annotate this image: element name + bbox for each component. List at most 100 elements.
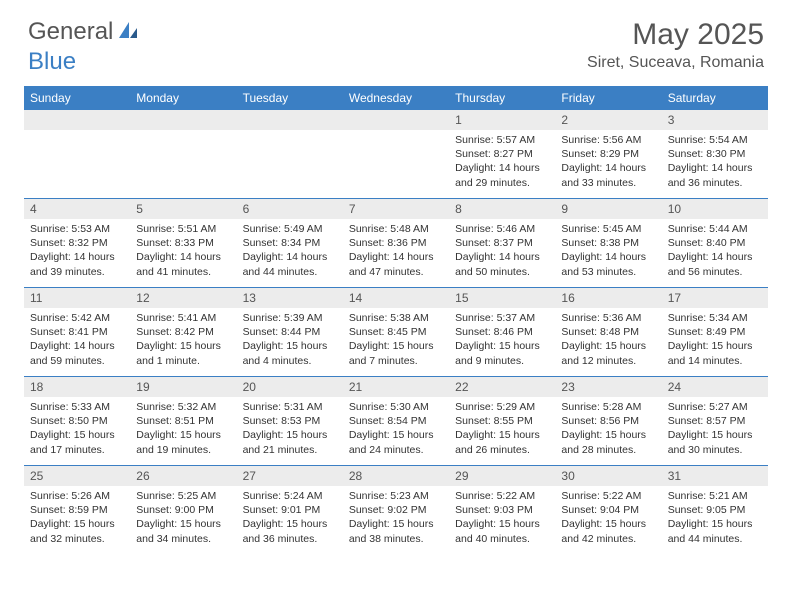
sunset-text: Sunset: 8:53 PM	[243, 414, 337, 428]
day-details: Sunrise: 5:33 AMSunset: 8:50 PMDaylight:…	[24, 397, 130, 461]
day-number: 14	[343, 288, 449, 308]
day-number	[237, 110, 343, 130]
day-cell: 7Sunrise: 5:48 AMSunset: 8:36 PMDaylight…	[343, 199, 449, 287]
sunset-text: Sunset: 9:02 PM	[349, 503, 443, 517]
dayhead-fri: Friday	[555, 86, 661, 110]
day-number: 29	[449, 466, 555, 486]
day-number: 26	[130, 466, 236, 486]
day-cell: 23Sunrise: 5:28 AMSunset: 8:56 PMDayligh…	[555, 377, 661, 465]
dayhead-sat: Saturday	[662, 86, 768, 110]
calendar: Sunday Monday Tuesday Wednesday Thursday…	[24, 86, 768, 554]
day-details: Sunrise: 5:28 AMSunset: 8:56 PMDaylight:…	[555, 397, 661, 461]
day-cell: 31Sunrise: 5:21 AMSunset: 9:05 PMDayligh…	[662, 466, 768, 554]
sunset-text: Sunset: 8:46 PM	[455, 325, 549, 339]
daylight-text: Daylight: 15 hours and 4 minutes.	[243, 339, 337, 367]
day-details: Sunrise: 5:41 AMSunset: 8:42 PMDaylight:…	[130, 308, 236, 372]
sunrise-text: Sunrise: 5:54 AM	[668, 133, 762, 147]
day-number: 7	[343, 199, 449, 219]
day-details: Sunrise: 5:23 AMSunset: 9:02 PMDaylight:…	[343, 486, 449, 550]
day-cell: 29Sunrise: 5:22 AMSunset: 9:03 PMDayligh…	[449, 466, 555, 554]
day-number: 28	[343, 466, 449, 486]
day-number	[24, 110, 130, 130]
day-cell	[237, 110, 343, 198]
location-text: Siret, Suceava, Romania	[587, 54, 764, 72]
daylight-text: Daylight: 15 hours and 34 minutes.	[136, 517, 230, 545]
day-details: Sunrise: 5:29 AMSunset: 8:55 PMDaylight:…	[449, 397, 555, 461]
day-details: Sunrise: 5:53 AMSunset: 8:32 PMDaylight:…	[24, 219, 130, 283]
sunrise-text: Sunrise: 5:31 AM	[243, 400, 337, 414]
daylight-text: Daylight: 15 hours and 24 minutes.	[349, 428, 443, 456]
week-row: 11Sunrise: 5:42 AMSunset: 8:41 PMDayligh…	[24, 288, 768, 377]
title-block: May 2025 Siret, Suceava, Romania	[587, 18, 764, 72]
sunrise-text: Sunrise: 5:25 AM	[136, 489, 230, 503]
sunrise-text: Sunrise: 5:36 AM	[561, 311, 655, 325]
sunrise-text: Sunrise: 5:32 AM	[136, 400, 230, 414]
sunrise-text: Sunrise: 5:30 AM	[349, 400, 443, 414]
day-number: 1	[449, 110, 555, 130]
day-number: 25	[24, 466, 130, 486]
sunrise-text: Sunrise: 5:45 AM	[561, 222, 655, 236]
sunrise-text: Sunrise: 5:38 AM	[349, 311, 443, 325]
dayhead-mon: Monday	[130, 86, 236, 110]
header: General May 2025 Siret, Suceava, Romania	[0, 0, 792, 78]
sunset-text: Sunset: 8:54 PM	[349, 414, 443, 428]
day-details: Sunrise: 5:39 AMSunset: 8:44 PMDaylight:…	[237, 308, 343, 372]
sunset-text: Sunset: 9:01 PM	[243, 503, 337, 517]
dayhead-tue: Tuesday	[237, 86, 343, 110]
day-number: 10	[662, 199, 768, 219]
day-cell: 14Sunrise: 5:38 AMSunset: 8:45 PMDayligh…	[343, 288, 449, 376]
day-cell: 27 Sunrise: 5:24 AMSunset: 9:01 PMDayligh…	[237, 466, 343, 554]
weeks-container: 1Sunrise: 5:57 AMSunset: 8:27 PMDaylight…	[24, 110, 768, 554]
sunset-text: Sunset: 8:37 PM	[455, 236, 549, 250]
day-cell: 26 Sunrise: 5:25 AMSunset: 9:00 PMDayligh…	[130, 466, 236, 554]
sunset-text: Sunset: 8:48 PM	[561, 325, 655, 339]
daylight-text: Daylight: 15 hours and 7 minutes.	[349, 339, 443, 367]
daylight-text: Daylight: 15 hours and 40 minutes.	[455, 517, 549, 545]
dayhead-sun: Sunday	[24, 86, 130, 110]
day-number: 30	[555, 466, 661, 486]
day-details: Sunrise: 5:26 AMSunset: 8:59 PMDaylight:…	[24, 486, 130, 550]
day-number: 27	[237, 466, 343, 486]
day-details: Sunrise: 5:37 AMSunset: 8:46 PMDaylight:…	[449, 308, 555, 372]
day-cell: 13Sunrise: 5:39 AMSunset: 8:44 PMDayligh…	[237, 288, 343, 376]
day-cell: 3Sunrise: 5:54 AMSunset: 8:30 PMDaylight…	[662, 110, 768, 198]
sunrise-text: Sunrise: 5:44 AM	[668, 222, 762, 236]
sunset-text: Sunset: 8:45 PM	[349, 325, 443, 339]
sunrise-text: Sunrise: 5:37 AM	[455, 311, 549, 325]
sunset-text: Sunset: 9:05 PM	[668, 503, 762, 517]
sunrise-text: Sunrise: 5:22 AM	[561, 489, 655, 503]
day-cell: 30Sunrise: 5:22 AMSunset: 9:04 PMDayligh…	[555, 466, 661, 554]
sunrise-text: Sunrise: 5:22 AM	[455, 489, 549, 503]
sunrise-text: Sunrise: 5:34 AM	[668, 311, 762, 325]
day-number: 24	[662, 377, 768, 397]
logo-text-general: General	[28, 18, 113, 46]
day-cell: 10Sunrise: 5:44 AMSunset: 8:40 PMDayligh…	[662, 199, 768, 287]
daylight-text: Daylight: 14 hours and 59 minutes.	[30, 339, 124, 367]
sunset-text: Sunset: 8:57 PM	[668, 414, 762, 428]
sunset-text: Sunset: 8:42 PM	[136, 325, 230, 339]
day-number: 5	[130, 199, 236, 219]
day-number: 9	[555, 199, 661, 219]
daylight-text: Daylight: 15 hours and 17 minutes.	[30, 428, 124, 456]
sunset-text: Sunset: 8:51 PM	[136, 414, 230, 428]
sunrise-text: Sunrise: 5:24 AM	[243, 489, 337, 503]
day-details: Sunrise: 5:56 AMSunset: 8:29 PMDaylight:…	[555, 130, 661, 194]
sunrise-text: Sunrise: 5:28 AM	[561, 400, 655, 414]
sunrise-text: Sunrise: 5:39 AM	[243, 311, 337, 325]
day-cell: 24Sunrise: 5:27 AMSunset: 8:57 PMDayligh…	[662, 377, 768, 465]
sunrise-text: Sunrise: 5:42 AM	[30, 311, 124, 325]
day-cell: 4Sunrise: 5:53 AMSunset: 8:32 PMDaylight…	[24, 199, 130, 287]
day-details: Sunrise: 5:22 AMSunset: 9:04 PMDaylight:…	[555, 486, 661, 550]
day-cell: 20Sunrise: 5:31 AMSunset: 8:53 PMDayligh…	[237, 377, 343, 465]
day-number: 6	[237, 199, 343, 219]
day-number: 17	[662, 288, 768, 308]
sunset-text: Sunset: 9:00 PM	[136, 503, 230, 517]
sunset-text: Sunset: 8:56 PM	[561, 414, 655, 428]
day-details: Sunrise: 5:34 AMSunset: 8:49 PMDaylight:…	[662, 308, 768, 372]
day-details: Sunrise: 5:36 AMSunset: 8:48 PMDaylight:…	[555, 308, 661, 372]
day-details: Sunrise: 5:38 AMSunset: 8:45 PMDaylight:…	[343, 308, 449, 372]
sunset-text: Sunset: 8:38 PM	[561, 236, 655, 250]
sunrise-text: Sunrise: 5:56 AM	[561, 133, 655, 147]
daylight-text: Daylight: 15 hours and 36 minutes.	[243, 517, 337, 545]
day-details: Sunrise: 5:42 AMSunset: 8:41 PMDaylight:…	[24, 308, 130, 372]
